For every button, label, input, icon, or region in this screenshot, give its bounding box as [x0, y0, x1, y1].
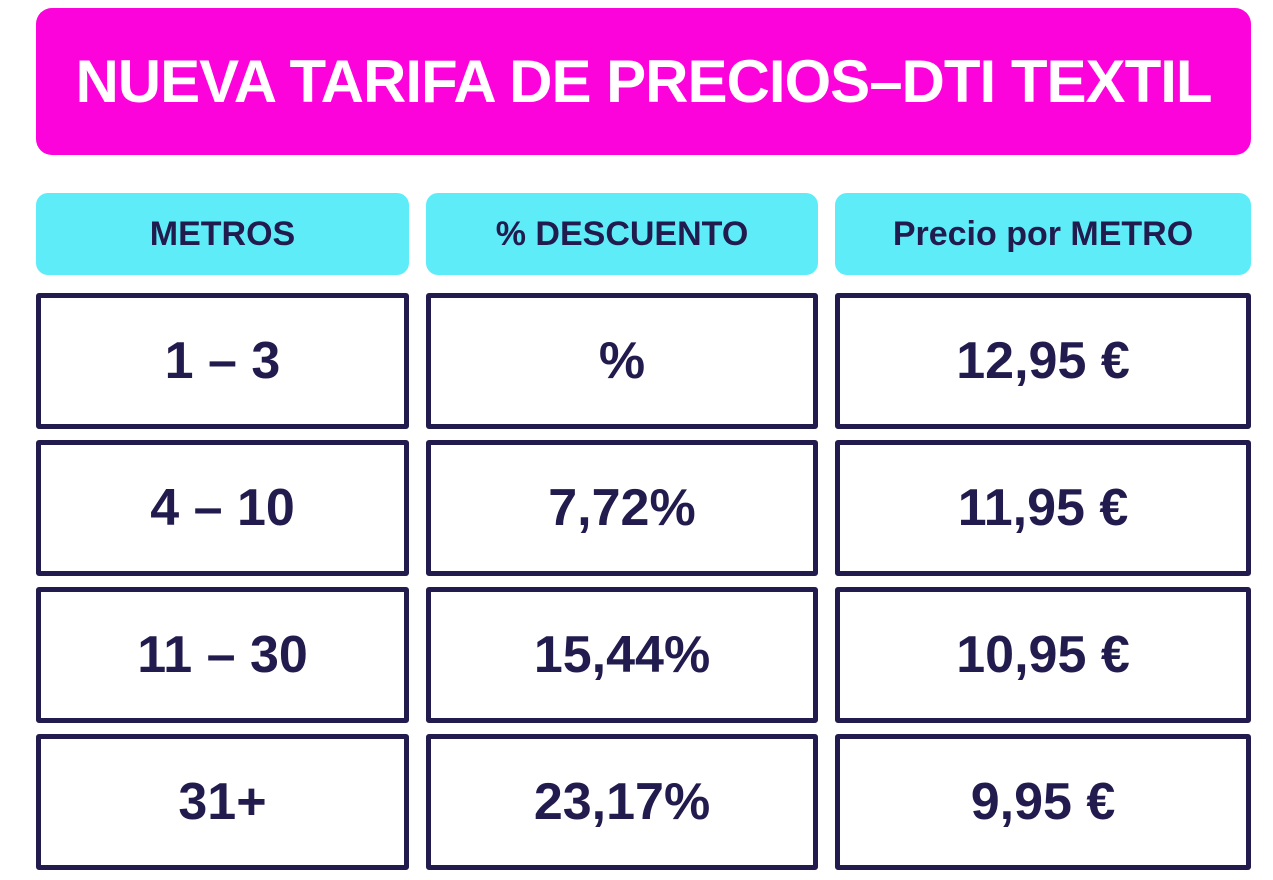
pricing-table: METROS % DESCUENTO Precio por METRO 1 – …: [36, 193, 1251, 880]
cell-row2-descuento: 7,72%: [426, 440, 818, 576]
column-header-descuento: % DESCUENTO: [426, 193, 818, 275]
cell-row1-descuento: %: [426, 293, 818, 429]
column-header-metros: METROS: [36, 193, 409, 275]
column-header-precio: Precio por METRO: [835, 193, 1251, 275]
cell-row1-metros: 1 – 3: [36, 293, 409, 429]
cell-row1-precio: 12,95 €: [835, 293, 1251, 429]
cell-row2-precio: 11,95 €: [835, 440, 1251, 576]
cell-row3-metros: 11 – 30: [36, 587, 409, 723]
cell-row3-precio: 10,95 €: [835, 587, 1251, 723]
cell-row3-descuento: 15,44%: [426, 587, 818, 723]
page-title: NUEVA TARIFA DE PRECIOS–DTI TEXTIL: [75, 48, 1212, 115]
title-banner: NUEVA TARIFA DE PRECIOS–DTI TEXTIL: [36, 8, 1251, 155]
cell-row4-descuento: 23,17%: [426, 734, 818, 870]
cell-row2-metros: 4 – 10: [36, 440, 409, 576]
cell-row4-metros: 31+: [36, 734, 409, 870]
cell-row4-precio: 9,95 €: [835, 734, 1251, 870]
